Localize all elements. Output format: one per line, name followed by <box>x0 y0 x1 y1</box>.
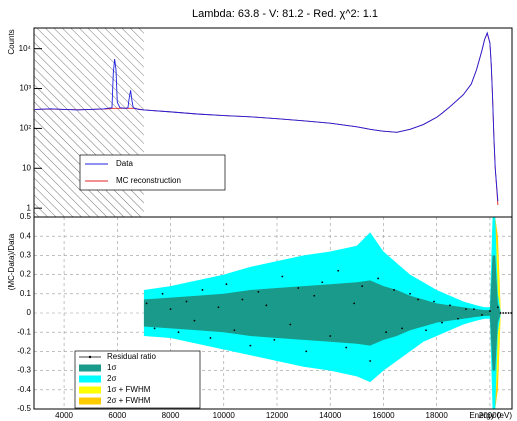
residual-point <box>321 281 324 284</box>
residual-point <box>473 308 475 311</box>
y-tick-label: 1 <box>27 203 32 212</box>
residual-point <box>409 292 411 295</box>
residual-point <box>393 289 395 291</box>
residual-point <box>507 312 510 314</box>
residual-point <box>489 310 491 312</box>
residual-point <box>369 360 372 362</box>
data-line <box>34 31 499 202</box>
residual-point <box>441 321 443 324</box>
legend-label: 2σ <box>107 374 116 383</box>
residual-point <box>449 304 451 307</box>
residual-point <box>502 312 505 314</box>
y-tick-label: -0.4 <box>17 385 31 394</box>
residual-point <box>361 285 364 288</box>
x-tick-label: 16000 <box>372 411 395 420</box>
y-tick-label: -0.3 <box>17 366 31 375</box>
x-tick-label: 20000 <box>479 411 502 420</box>
residual-point <box>201 289 204 291</box>
residual-point <box>249 344 252 347</box>
residual-point <box>353 302 356 305</box>
residual-point <box>185 300 188 303</box>
y-tick-label: 10³ <box>19 84 31 93</box>
x-tick-label: 8000 <box>162 411 180 420</box>
residual-point <box>417 298 419 301</box>
residual-point <box>337 269 340 272</box>
residual-point <box>385 331 388 334</box>
legend-label: Data <box>116 159 133 168</box>
x-tick-label: 18000 <box>426 411 449 420</box>
residual-point <box>217 306 220 309</box>
residual-point <box>305 350 308 353</box>
y-tick-label: 0.3 <box>20 251 32 260</box>
residual-point <box>499 312 502 314</box>
x-tick-label: 12000 <box>266 411 289 420</box>
legend-swatch <box>88 355 92 359</box>
legend-swatch <box>79 386 101 394</box>
chart-title: Lambda: 63.8 - V: 81.2 - Red. χ^2: 1.1 <box>192 8 378 20</box>
y-tick-label: -0.1 <box>17 327 31 336</box>
residual-point <box>241 298 244 301</box>
residual-point <box>401 327 403 330</box>
residual-point <box>465 308 467 311</box>
y-tick-label: -0.5 <box>17 404 31 413</box>
residual-point <box>233 329 236 332</box>
x-tick-label: 6000 <box>108 411 126 420</box>
residual-point <box>297 287 300 289</box>
y-tick-label: 10⁴ <box>19 44 32 53</box>
legend-box <box>79 154 226 191</box>
overlay: 1 10 10² 10³ 10⁴ Data MC reconstruction 4000 600… <box>17 44 501 420</box>
residual-point <box>225 283 228 286</box>
residual-point <box>161 292 164 295</box>
y-tick-label: 0.1 <box>20 289 32 298</box>
bottom-plot <box>34 217 512 409</box>
y-tick-label: 0 <box>27 308 32 317</box>
residual-point <box>329 335 332 337</box>
residual-point <box>504 312 507 314</box>
bottom-frame <box>33 216 513 410</box>
x-tick-label: 4000 <box>55 411 73 420</box>
residual-point <box>457 317 459 320</box>
residual-point <box>193 319 196 322</box>
residual-point <box>257 290 260 293</box>
residual-point <box>433 300 435 303</box>
legend-label: 2σ + FWHM <box>107 396 151 405</box>
x-tick-label: 14000 <box>319 411 342 420</box>
residual-point <box>273 338 276 341</box>
residual-point <box>313 294 316 297</box>
residual-point <box>145 302 148 305</box>
residual-point <box>377 277 380 280</box>
legend-label: 1σ + FWHM <box>107 385 151 394</box>
legend-label: 1σ <box>107 363 116 372</box>
legend-label: MC reconstruction <box>116 176 181 185</box>
legend-label: Residual ratio <box>107 352 156 361</box>
residual-point <box>265 304 268 307</box>
y-tick-label: 10² <box>19 124 31 133</box>
residual-point <box>177 331 180 334</box>
residual-point <box>153 327 156 330</box>
y-tick-label: 0.4 <box>20 231 32 240</box>
legend-swatch <box>79 397 101 405</box>
y-tick-label: 10 <box>22 163 31 172</box>
y-axis-title: (MC-Data)/Data <box>7 233 16 290</box>
y-tick-label: 0.5 <box>20 212 32 221</box>
x-axis-title: Energy (eV) <box>469 411 512 420</box>
residual-point <box>289 323 292 326</box>
band <box>143 255 501 371</box>
legend-swatch <box>79 375 101 383</box>
residual-point <box>481 314 483 316</box>
y-tick-label: -0.2 <box>17 347 31 356</box>
residual-point <box>209 337 212 339</box>
residual-point <box>169 308 172 311</box>
legend-swatch <box>79 364 101 372</box>
y-tick-label: 0.2 <box>20 270 32 279</box>
x-tick-label: 10000 <box>213 411 236 420</box>
residual-point <box>281 275 284 278</box>
residual-point <box>345 346 348 349</box>
y-axis-title: Counts <box>7 29 16 54</box>
residual-point <box>425 329 427 332</box>
residual-point <box>496 306 499 309</box>
